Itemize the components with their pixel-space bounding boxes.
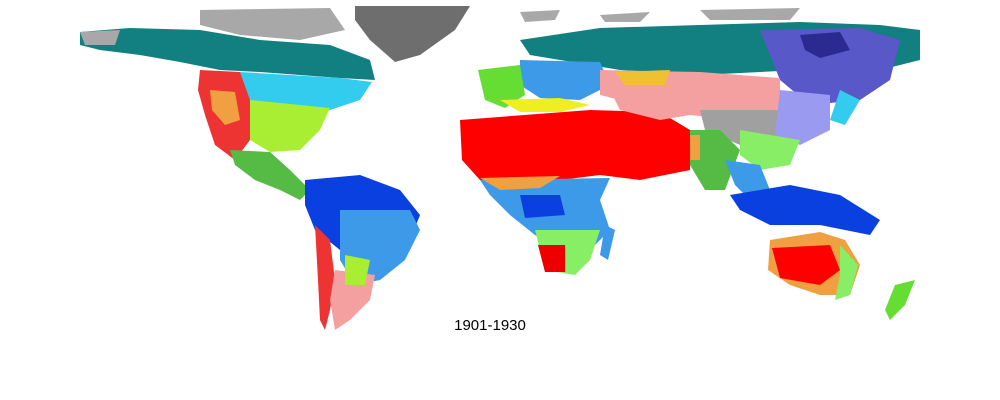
northeast-asia: [775, 90, 830, 145]
indochina: [725, 160, 770, 200]
australia-east: [835, 245, 858, 300]
andes-west-coast: [315, 225, 335, 330]
southern-china: [740, 130, 800, 170]
australia-desert: [772, 245, 840, 285]
siberia-extreme: [800, 32, 850, 58]
new-zealand: [885, 280, 915, 320]
kalahari: [538, 245, 565, 272]
siberia-continental: [760, 28, 900, 105]
land-masses: [80, 6, 920, 330]
greenland: [355, 6, 470, 62]
madagascar: [600, 225, 615, 260]
congo-rainforest: [520, 195, 565, 218]
arctic-islands-east: [520, 8, 800, 22]
kazakh-steppe: [615, 70, 670, 85]
eastern-europe: [520, 60, 610, 100]
central-america: [230, 150, 310, 200]
sahara-arabia: [460, 110, 690, 180]
arctic-islands: [200, 8, 345, 40]
pampas: [345, 255, 370, 285]
sahel: [480, 176, 560, 190]
iran-plateau: [610, 90, 690, 120]
maritime-southeast-asia: [730, 185, 880, 235]
north-america-continental: [235, 72, 372, 110]
mediterranean: [500, 98, 590, 112]
north-america-subarctic: [80, 28, 375, 80]
western-us-steppe: [210, 90, 240, 125]
map-caption: 1901-1930: [454, 317, 526, 334]
alaska-tundra: [80, 30, 120, 45]
eastern-us-humid: [250, 100, 330, 152]
western-europe: [478, 65, 525, 108]
japan: [830, 90, 860, 125]
